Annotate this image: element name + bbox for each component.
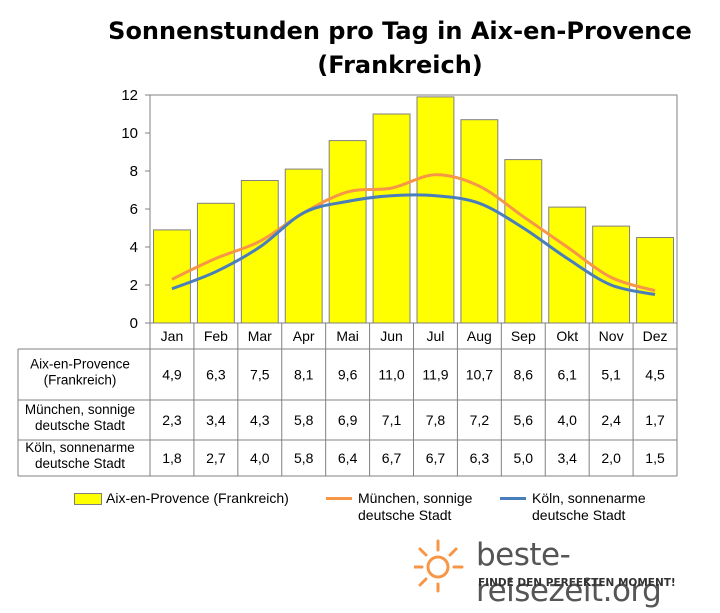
table-row-koeln-label: Köln, sonnenarme	[25, 440, 135, 455]
table-row-aix-cell: 5,1	[601, 367, 621, 383]
table-row-koeln-cell: 5,0	[514, 450, 534, 466]
table-row-muenchen-cell: 7,1	[382, 412, 402, 428]
x-tick-label-aug: Aug	[467, 328, 492, 344]
table-row-aix-cell: 11,9	[422, 367, 448, 383]
table-row-koeln-cell: 5,8	[294, 450, 314, 466]
table-row-koeln-cell: 6,7	[426, 450, 446, 466]
legend-label-koeln-2: deutsche Stadt	[532, 507, 626, 523]
bar-aix-okt	[548, 206, 587, 324]
y-axis: 0 2 4 6 8 10 12	[121, 87, 150, 332]
x-tick-label-okt: Okt	[556, 328, 578, 344]
table-row-koeln-cell: 1,5	[645, 450, 665, 466]
table-row-muenchen-cell: 6,9	[338, 412, 358, 428]
table-row-muenchen-cell: 7,2	[470, 412, 490, 428]
table-row-aix-cell: 11,0	[378, 367, 404, 383]
y-tick-label: 10	[121, 125, 138, 142]
sun-logo-icon	[414, 539, 464, 593]
logo-text: beste-reisezeit.org	[476, 537, 662, 609]
bar-aix-jan	[153, 229, 191, 324]
table-row-aix-cell: 10,7	[466, 367, 493, 383]
x-tick-label-nov: Nov	[599, 328, 624, 344]
plot-border	[149, 94, 678, 324]
bar-aix-mar	[240, 180, 279, 324]
table-row-muenchen-label: deutsche Stadt	[35, 418, 125, 433]
table-row-koeln-cell: 4,0	[250, 450, 270, 466]
y-tick-label: 12	[121, 87, 138, 104]
table-row-aix-cell: 4,5	[645, 367, 665, 383]
data-table: Jan Feb Mar Apr Mai Jun Jul Aug Sep Okt Nov Dez Aix-…	[17, 322, 678, 477]
table-row-aix-cell: 6,1	[557, 367, 577, 383]
bar-aix-sep	[504, 159, 543, 324]
bar-aix-apr	[284, 168, 323, 324]
line-series	[171, 173, 656, 296]
legend-label-aix: Aix-en-Provence (Frankreich)	[106, 490, 289, 506]
table-row-muenchen-cell: 4,0	[557, 412, 577, 428]
chart-title: Sonnenstunden pro Tag in Aix-en-Provence…	[90, 14, 710, 82]
table-row-aix-cell: 4,9	[162, 367, 182, 383]
bar-aix-jun	[372, 113, 411, 324]
table-row-muenchen-cell: 7,8	[426, 412, 446, 428]
table-row-aix-label: (Frankreich)	[44, 373, 117, 388]
table-row-muenchen-cell: 3,4	[206, 412, 226, 428]
table-row-koeln-cell: 2,0	[601, 450, 621, 466]
plot-area	[149, 94, 678, 324]
y-tick-label: 0	[130, 315, 138, 332]
bar-aix-nov	[592, 225, 631, 324]
x-tick-label-jan: Jan	[161, 328, 184, 344]
y-tick-label: 6	[130, 201, 138, 218]
table-row-muenchen-cell: 2,4	[601, 412, 621, 428]
table-row-aix-cell: 8,1	[294, 367, 314, 383]
x-tick-label-jul: Jul	[427, 328, 445, 344]
table-row-muenchen-cell: 4,3	[250, 412, 270, 428]
x-tick-label-sep: Sep	[511, 328, 536, 344]
x-tick-label-mai: Mai	[336, 328, 359, 344]
table-row-aix-cell: 6,3	[206, 367, 226, 383]
legend-swatch-aix	[74, 493, 102, 505]
logo-slogan: FINDE DEN PERFEKTEN MOMENT!	[478, 577, 676, 589]
chart: 0 2 4 6 8 10 12 Jan Feb Mar Apr Mai Jun Jul Aug Sep Okt…	[17, 87, 678, 477]
bar-aix-jul	[416, 96, 455, 324]
table-row-koeln-cell: 6,3	[470, 450, 490, 466]
table-row-aix-cell: 9,6	[338, 367, 358, 383]
line-muenchen	[171, 173, 656, 293]
chart-title-line-1: Sonnenstunden pro Tag in Aix-en-Provence	[108, 17, 692, 45]
x-tick-label-apr: Apr	[293, 328, 315, 344]
legend-label-muenchen-2: deutsche Stadt	[358, 507, 452, 523]
legend-label-muenchen-1: München, sonnige	[358, 490, 473, 506]
bar-aix-dez	[636, 237, 674, 324]
bar-aix-mai	[328, 140, 367, 324]
table-row-koeln-label: deutsche Stadt	[35, 456, 125, 471]
table-row-koeln-cell: 2,7	[206, 450, 226, 466]
y-tick-label: 2	[130, 277, 138, 294]
x-tick-label-dez: Dez	[643, 328, 668, 344]
table-row-muenchen-cell: 1,7	[645, 412, 665, 428]
legend-label-koeln-1: Köln, sonnenarme	[532, 490, 646, 506]
table-row-koeln-cell: 6,4	[338, 450, 358, 466]
table-row-koeln-cell: 1,8	[162, 450, 182, 466]
table-row-muenchen-label: München, sonnige	[25, 402, 135, 417]
table-row-muenchen-cell: 5,6	[514, 412, 534, 428]
table-row-aix-cell: 7,5	[250, 367, 270, 383]
legend-swatch-muenchen	[326, 497, 352, 500]
table-row-muenchen-cell: 5,8	[294, 412, 314, 428]
table-row-koeln-cell: 6,7	[382, 450, 402, 466]
table-row-aix-cell: 8,6	[514, 367, 534, 383]
y-tick-label: 4	[130, 239, 138, 256]
legend-swatch-koeln	[500, 497, 526, 500]
x-tick-label-mar: Mar	[248, 328, 272, 344]
table-row-aix-label: Aix-en-Provence	[30, 357, 130, 372]
line-koeln	[171, 193, 656, 296]
x-tick-label-jun: Jun	[380, 328, 403, 344]
bar-aix-aug	[460, 119, 499, 324]
x-tick-label-feb: Feb	[204, 328, 228, 344]
bar-series	[153, 96, 674, 324]
y-tick-label: 8	[130, 163, 138, 180]
table-row-koeln-cell: 3,4	[557, 450, 577, 466]
table-row-muenchen-cell: 2,3	[162, 412, 182, 428]
chart-title-line-2: (Frankreich)	[317, 51, 483, 79]
